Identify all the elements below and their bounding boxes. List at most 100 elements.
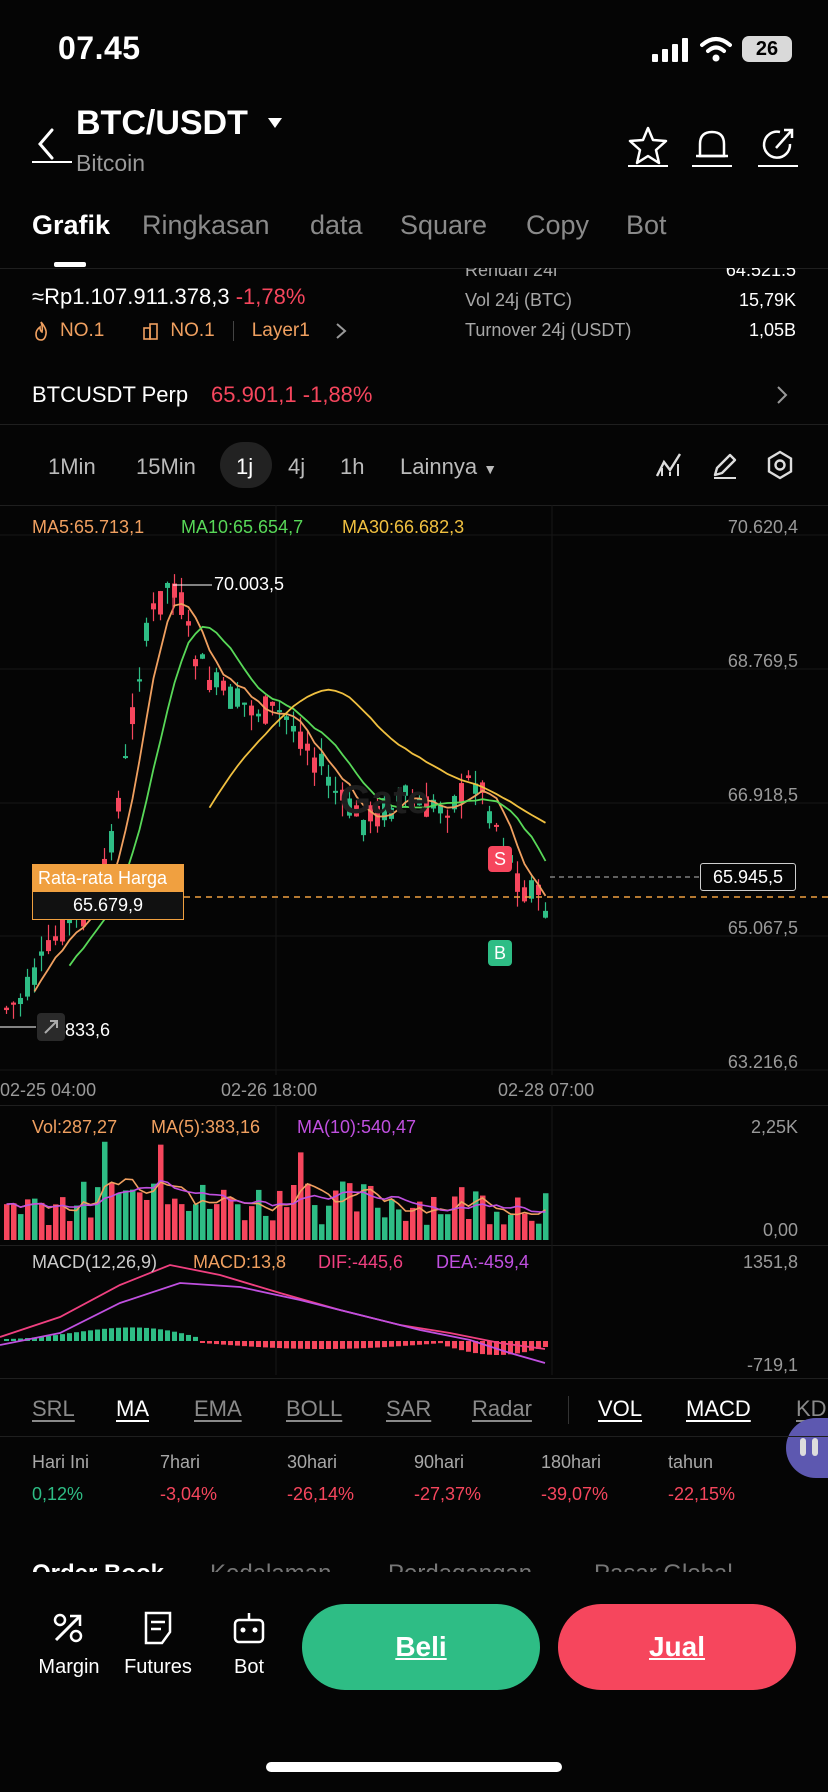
tab-ringkasan[interactable]: Ringkasan bbox=[142, 210, 270, 240]
macd-histogram-bar bbox=[452, 1341, 457, 1349]
sell-marker[interactable]: S bbox=[488, 846, 512, 872]
volume-bar bbox=[445, 1214, 451, 1240]
futures-icon[interactable] bbox=[140, 1610, 176, 1646]
candle-body bbox=[144, 622, 149, 641]
volume-bar bbox=[123, 1190, 129, 1240]
ind-vol[interactable]: VOL bbox=[598, 1396, 643, 1421]
tf-more[interactable]: Lainnya ▼ bbox=[400, 454, 497, 480]
coin-name: Bitcoin bbox=[76, 150, 146, 176]
watermark-logo: Gate bbox=[340, 778, 429, 822]
volume-bar bbox=[172, 1198, 178, 1240]
candle-body bbox=[256, 713, 261, 717]
tab-trades[interactable]: Perdagangan bbox=[388, 1560, 532, 1572]
macd-histogram-bar bbox=[417, 1341, 422, 1345]
tab-depth[interactable]: Kedalaman bbox=[210, 1560, 331, 1572]
star-icon[interactable] bbox=[626, 124, 670, 168]
volume-chart bbox=[4, 1105, 553, 1245]
volume-bar bbox=[340, 1181, 346, 1240]
macd-histogram-bar bbox=[207, 1341, 212, 1344]
volume-bar bbox=[186, 1210, 192, 1240]
tag-rank-1[interactable]: NO.1 bbox=[60, 320, 105, 341]
candle-body bbox=[466, 775, 471, 778]
tag-layer1[interactable]: Layer1 bbox=[251, 320, 310, 341]
macd-histogram-bar bbox=[529, 1341, 534, 1351]
candle-body bbox=[165, 582, 170, 588]
volume-bar bbox=[361, 1184, 367, 1240]
sell-button[interactable]: Jual bbox=[558, 1604, 796, 1690]
candle-body bbox=[305, 743, 310, 751]
ind-macd[interactable]: MACD bbox=[686, 1396, 751, 1421]
macd-histogram-bar bbox=[410, 1341, 415, 1346]
volume-bar bbox=[242, 1220, 248, 1240]
candle-body bbox=[340, 789, 345, 801]
tab-global-market[interactable]: Pasar Global bbox=[594, 1560, 733, 1572]
buy-marker[interactable]: B bbox=[488, 940, 512, 966]
chevron-right-icon[interactable] bbox=[334, 322, 348, 340]
tab-square[interactable]: Square bbox=[400, 210, 488, 240]
candle-body bbox=[123, 756, 128, 759]
bell-icon[interactable] bbox=[690, 124, 734, 168]
perp-name[interactable]: BTCUSDT Perp bbox=[32, 382, 189, 407]
vol-bottom-label: 0,00 bbox=[762, 1220, 798, 1240]
bot-icon[interactable] bbox=[231, 1610, 267, 1646]
ind-srl[interactable]: SRL bbox=[32, 1396, 75, 1421]
volume-bar bbox=[410, 1207, 416, 1240]
tf-1h[interactable]: 1h bbox=[340, 454, 365, 479]
tf-4j[interactable]: 4j bbox=[288, 454, 306, 479]
average-price-title: Rata-rata Harga bbox=[33, 865, 183, 892]
perp-chevron-icon[interactable] bbox=[774, 384, 790, 406]
ind-ema[interactable]: EMA bbox=[194, 1396, 242, 1421]
volume-bar bbox=[291, 1184, 297, 1240]
vol-ma10-legend: MA(10):540,47 bbox=[297, 1117, 417, 1137]
buy-button[interactable]: Beli bbox=[302, 1604, 540, 1690]
candle-body bbox=[193, 659, 198, 667]
tf-1j[interactable]: 1j bbox=[236, 454, 254, 479]
tag-rank-2[interactable]: NO.1 bbox=[170, 320, 215, 341]
settings-hex-icon[interactable] bbox=[765, 450, 795, 480]
tab-grafik[interactable]: Grafik bbox=[32, 210, 111, 240]
tab-copy[interactable]: Copy bbox=[526, 210, 590, 240]
pair-title[interactable]: BTC/USDT bbox=[76, 104, 248, 142]
expand-icon[interactable] bbox=[36, 1012, 66, 1042]
volume-bar bbox=[228, 1197, 234, 1240]
divider bbox=[0, 1436, 828, 1437]
perf-value: -39,07% bbox=[541, 1484, 609, 1504]
indicator-line-icon[interactable] bbox=[654, 450, 684, 480]
volume-bar bbox=[403, 1220, 409, 1240]
volume-bar bbox=[39, 1202, 45, 1240]
bot-label[interactable]: Bot bbox=[233, 1656, 265, 1678]
macd-histogram-bar bbox=[116, 1327, 121, 1341]
futures-label[interactable]: Futures bbox=[124, 1656, 192, 1678]
margin-icon[interactable] bbox=[50, 1610, 86, 1646]
volume-bar bbox=[459, 1187, 465, 1240]
tab-order-book[interactable]: Order Book bbox=[32, 1560, 164, 1572]
macd-histogram-bar bbox=[466, 1341, 471, 1352]
caret-down-icon[interactable] bbox=[266, 116, 284, 130]
tf-1min[interactable]: 1Min bbox=[48, 454, 96, 479]
macd-histogram-bar bbox=[333, 1341, 338, 1349]
candlestick-chart[interactable] bbox=[0, 505, 828, 1105]
divider bbox=[0, 1105, 828, 1106]
share-icon[interactable] bbox=[756, 124, 800, 168]
ind-ma[interactable]: MA bbox=[116, 1396, 149, 1421]
stat-turnover-label: Turnover 24j (USDT) bbox=[465, 320, 632, 340]
candle-body bbox=[298, 731, 303, 749]
ind-radar[interactable]: Radar bbox=[472, 1396, 532, 1421]
floating-assistant-button[interactable] bbox=[786, 1418, 828, 1478]
candle-body bbox=[270, 701, 275, 706]
perp-price[interactable]: 65.901,1 -1,88% bbox=[211, 382, 372, 408]
margin-label[interactable]: Margin bbox=[38, 1656, 100, 1678]
ind-boll[interactable]: BOLL bbox=[286, 1396, 343, 1421]
volume-bar bbox=[543, 1193, 549, 1240]
macd-histogram-bar bbox=[144, 1327, 149, 1341]
volume-bar bbox=[368, 1185, 374, 1240]
tf-15min[interactable]: 15Min bbox=[136, 454, 196, 479]
pencil-icon[interactable] bbox=[710, 450, 740, 480]
candle-body bbox=[214, 672, 219, 688]
macd-histogram-bar bbox=[46, 1335, 51, 1341]
ind-kd[interactable]: KD bbox=[796, 1396, 827, 1421]
ind-sar[interactable]: SAR bbox=[386, 1396, 432, 1421]
tab-bot[interactable]: Bot bbox=[626, 210, 667, 240]
tab-data[interactable]: data bbox=[310, 210, 363, 240]
back-arrow-icon[interactable] bbox=[30, 122, 74, 166]
